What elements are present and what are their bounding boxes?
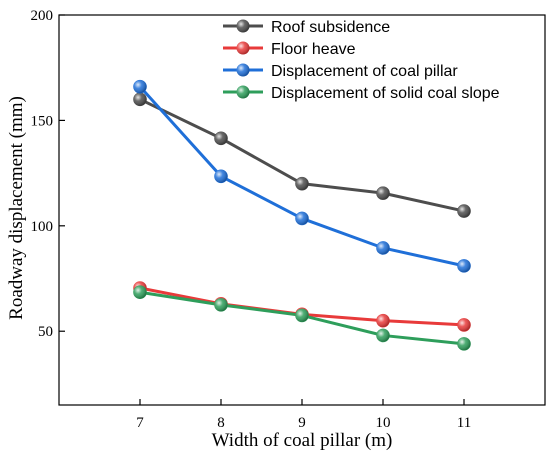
legend-label: Roof subsidence	[271, 19, 390, 36]
data-point-highlight	[376, 328, 390, 342]
data-point-highlight	[457, 318, 471, 332]
legend-label: Floor heave	[271, 41, 356, 58]
data-point-highlight	[457, 337, 471, 351]
x-tick-label: 9	[298, 415, 306, 431]
x-tick-label: 8	[217, 415, 225, 431]
y-axis-title: Roadway displacement (mm)	[6, 96, 27, 320]
y-tick-label: 50	[38, 324, 53, 340]
legend-marker-highlight	[236, 85, 250, 99]
data-point-highlight	[214, 298, 228, 312]
x-tick-label: 11	[457, 415, 471, 431]
data-point-highlight	[295, 211, 309, 225]
y-tick-label: 200	[31, 8, 54, 24]
data-point-highlight	[133, 80, 147, 94]
data-point-highlight	[133, 285, 147, 299]
data-point-highlight	[376, 314, 390, 328]
y-tick-label: 150	[31, 113, 54, 129]
x-tick-label: 7	[136, 415, 144, 431]
data-point-highlight	[376, 186, 390, 200]
x-axis-title: Width of coal pillar (m)	[212, 430, 393, 451]
data-point-highlight	[295, 177, 309, 191]
legend-marker-highlight	[236, 41, 250, 55]
data-point-highlight	[214, 169, 228, 183]
series-line	[138, 85, 465, 268]
data-point-highlight	[295, 308, 309, 322]
data-point-highlight	[376, 241, 390, 255]
data-point-highlight	[133, 92, 147, 106]
data-point-highlight	[214, 131, 228, 145]
series-line	[139, 97, 465, 213]
data-point-highlight	[457, 204, 471, 218]
legend-marker-highlight	[236, 19, 250, 33]
legend-label: Displacement of solid coal slope	[271, 85, 500, 102]
x-tick-label: 10	[376, 415, 391, 431]
y-tick-label: 100	[31, 219, 54, 235]
data-point-highlight	[457, 259, 471, 273]
legend-label: Displacement of coal pillar	[271, 63, 458, 80]
legend-marker-highlight	[236, 63, 250, 77]
